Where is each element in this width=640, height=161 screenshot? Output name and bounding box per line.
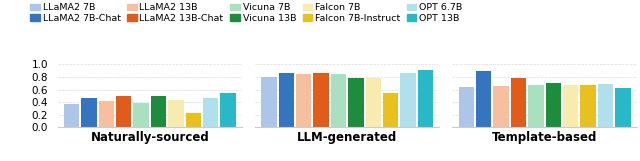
Bar (546, 83, 561, 127)
Bar (493, 86, 509, 127)
Bar (64, 104, 79, 127)
X-axis label: Naturally-sourced: Naturally-sourced (90, 131, 209, 144)
Bar (401, 73, 416, 127)
Bar (476, 71, 492, 127)
Bar (598, 84, 613, 127)
Bar (186, 113, 201, 127)
Bar (203, 98, 218, 127)
Bar (151, 96, 166, 127)
Bar (615, 88, 630, 127)
X-axis label: Template-based: Template-based (492, 131, 597, 144)
Bar (168, 99, 184, 127)
Bar (99, 101, 114, 127)
Bar (331, 74, 346, 127)
Bar (418, 70, 433, 127)
Bar (580, 85, 596, 127)
Bar (383, 93, 398, 127)
Bar (261, 77, 276, 127)
Bar (314, 73, 329, 127)
Bar (134, 103, 148, 127)
Bar (296, 74, 311, 127)
Bar (563, 85, 579, 127)
Bar (459, 87, 474, 127)
Bar (528, 85, 543, 127)
Bar (365, 78, 381, 127)
Bar (81, 98, 97, 127)
Legend: LLaMA2 7B, LLaMA2 7B-Chat, LLaMA2 13B, LLaMA2 13B-Chat, Vicuna 7B, Vicuna 13B, F: LLaMA2 7B, LLaMA2 7B-Chat, LLaMA2 13B, L… (30, 3, 462, 23)
X-axis label: LLM-generated: LLM-generated (297, 131, 397, 144)
Bar (348, 78, 364, 127)
Bar (278, 73, 294, 127)
Bar (221, 93, 236, 127)
Bar (511, 78, 526, 127)
Bar (116, 96, 131, 127)
